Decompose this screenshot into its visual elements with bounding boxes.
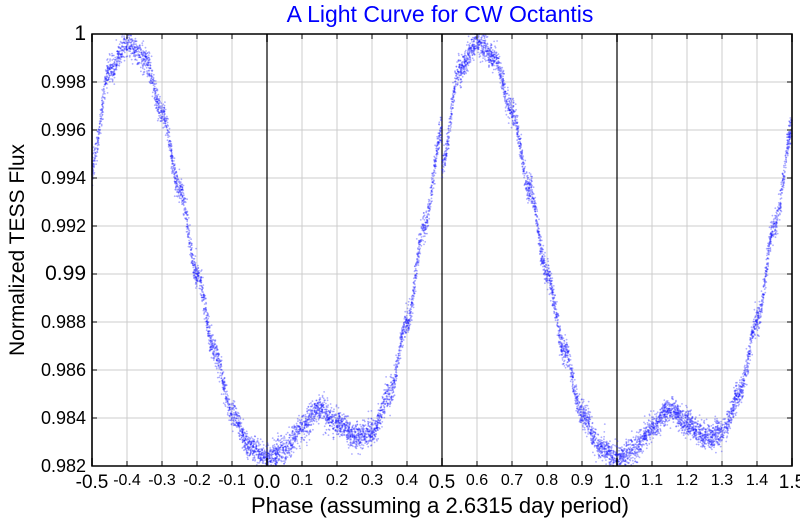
x-tick-label: -0.1 [218,472,246,489]
y-tick-label: 0.998 [41,72,86,92]
x-tick-label: 0.1 [291,472,313,489]
y-tick-label: 0.984 [41,408,86,428]
x-tick-label: -0.4 [113,472,141,489]
x-tick-label: 1.0 [604,472,630,493]
y-tick-labels: 0.982 0.984 0.986 0.988 0.99 0.992 0.994 0.996 0… [41,22,86,476]
x-tick-label: 1.5 [779,472,800,493]
y-tick-label: 0.994 [41,168,86,188]
light-curve-chart: A Light Curve for CW Octantis -0.50.00.5… [0,0,800,520]
y-tick-label: 0.988 [41,312,86,332]
x-tick-label: 1.4 [746,472,768,489]
x-tick-label: 0.6 [466,472,488,489]
y-axis-label: Normalized TESS Flux [6,143,29,356]
x-tick-label: 1.2 [676,472,698,489]
x-tick-label: 0.3 [361,472,383,489]
y-tick-label: 0.996 [41,120,86,140]
x-tick-label: -0.3 [148,472,176,489]
x-tick-label: -0.2 [183,472,211,489]
x-tick-label: 1.3 [711,472,733,489]
x-tick-labels: -0.50.00.51.01.5-0.4-0.3-0.2-0.10.10.20.… [76,472,800,493]
y-tick-label: 0.982 [41,456,86,476]
y-tick-label: 1 [74,22,86,45]
y-tick-label: 0.99 [45,262,86,285]
x-tick-label: 0.2 [326,472,348,489]
x-axis-label: Phase (assuming a 2.6315 day period) [251,493,629,518]
chart-title: A Light Curve for CW Octantis [287,1,594,27]
y-tick-label: 0.986 [41,360,86,380]
y-tick-label: 0.992 [41,216,86,236]
x-tick-label: 0.8 [536,472,558,489]
chart-container: A Light Curve for CW Octantis -0.50.00.5… [0,0,800,520]
grid-lines [92,34,792,466]
x-tick-label: 1.1 [641,472,663,489]
x-tick-label: 0.0 [254,472,280,493]
x-tick-label: 0.5 [429,472,455,493]
x-tick-label: 0.9 [571,472,593,489]
x-tick-label: 0.4 [396,472,418,489]
x-tick-label: 0.7 [501,472,523,489]
